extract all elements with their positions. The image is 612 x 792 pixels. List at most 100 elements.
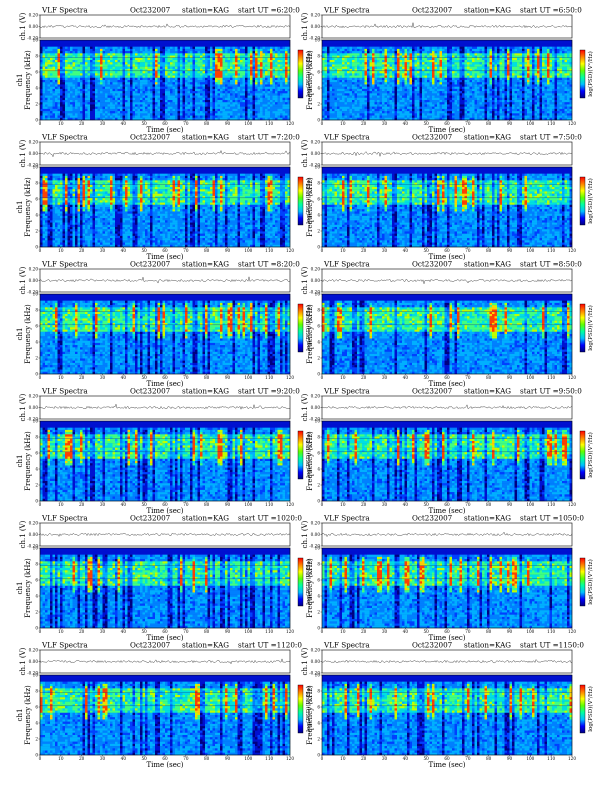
heatmap-cell [407,53,410,56]
heatmap-cell [377,88,380,92]
heatmap-cell [272,106,276,110]
heatmap-cell [347,51,350,54]
heatmap-cell [165,80,168,83]
heatmap-cell [55,117,58,121]
heatmap-cell [412,40,415,43]
heatmap-cell [127,102,131,105]
heatmap-cell [347,42,350,45]
heatmap-cell [329,57,333,61]
heatmap-cell [72,115,76,118]
heatmap-cell [195,80,198,83]
heatmap-cell [77,73,81,76]
heatmap-cell [105,44,108,47]
heatmap-cell [50,95,53,98]
heatmap-cell [222,100,226,103]
heatmap-cell [207,77,211,81]
heatmap-cell [65,60,68,63]
heatmap-cell [242,62,246,65]
heatmap-cell [105,115,108,118]
heatmap-cell [52,73,56,76]
heatmap-cell [100,106,103,110]
heatmap-cell [217,102,221,105]
heatmap-cell [277,57,281,61]
heatmap-cell [150,42,153,45]
heatmap-cell [80,75,83,78]
heatmap-cell [349,57,353,61]
heatmap-cell [364,75,368,78]
heatmap-cell [247,73,251,76]
heatmap-cell [187,97,191,101]
heatmap-cell [349,71,353,74]
heatmap-cell [357,60,360,63]
x-tick-label: 50 [141,121,147,126]
heatmap-cell [132,66,136,70]
heatmap-cell [130,95,133,98]
heatmap-cell [125,46,128,50]
heatmap-cell [242,73,246,76]
heatmap-cell [80,73,83,76]
heatmap-cell [324,55,328,58]
heatmap-cell [167,111,171,114]
heatmap-cell [105,73,108,76]
heatmap-cell [200,117,203,121]
heatmap-cell [334,48,338,52]
heatmap-cell [92,100,96,103]
heatmap-cell [135,42,138,45]
heatmap-cell [379,86,383,90]
heatmap-cell [65,53,68,56]
heatmap-cell [237,60,241,63]
heatmap-cell [232,117,236,121]
heatmap-cell [172,88,176,92]
heatmap-cell [230,86,233,90]
heatmap-cell [180,91,183,94]
heatmap-cell [220,102,223,105]
heatmap-cell [227,40,231,43]
heatmap-cell [57,62,61,65]
heatmap-cell [359,111,363,114]
heatmap-cell [180,95,183,98]
heatmap-cell [394,84,398,87]
heatmap-cell [344,57,348,61]
heatmap-cell [110,93,113,96]
heatmap-cell [192,104,196,107]
heatmap-cell [262,68,266,72]
heatmap-cell [407,71,410,74]
heatmap-cell [404,117,408,121]
heatmap-cell [150,117,153,121]
heatmap-cell [115,95,118,98]
heatmap-cell [225,113,228,116]
heatmap-cell [402,55,405,58]
heatmap-cell [212,102,216,105]
heatmap-cell [52,115,56,118]
heatmap-cell [354,71,358,74]
heatmap-cell [112,113,116,116]
heatmap-cell [142,64,146,67]
heatmap-cell [387,53,390,56]
heatmap-cell [342,117,345,121]
heatmap-cell [162,108,166,112]
heatmap-cell [107,40,111,43]
heatmap-cell [267,77,271,81]
heatmap-cell [407,66,410,70]
heatmap-cell [367,100,370,103]
heatmap-cell [377,77,380,81]
heatmap-cell [337,84,340,87]
heatmap-cell [277,104,281,107]
heatmap-cell [190,102,193,105]
heatmap-cell [402,117,405,121]
heatmap-cell [190,91,193,94]
heatmap-cell [182,46,186,50]
heatmap-cell [282,51,286,54]
heatmap-cell [162,93,166,96]
heatmap-cell [359,48,363,52]
heatmap-cell [280,44,283,47]
heatmap-cell [115,60,118,63]
heatmap-cell [402,62,405,65]
heatmap-cell [379,115,383,118]
heatmap-cell [60,71,63,74]
heatmap-cell [245,104,248,107]
heatmap-cell [152,93,156,96]
heatmap-cell [195,113,198,116]
heatmap-cell [339,95,343,98]
heatmap-cell [407,106,410,110]
